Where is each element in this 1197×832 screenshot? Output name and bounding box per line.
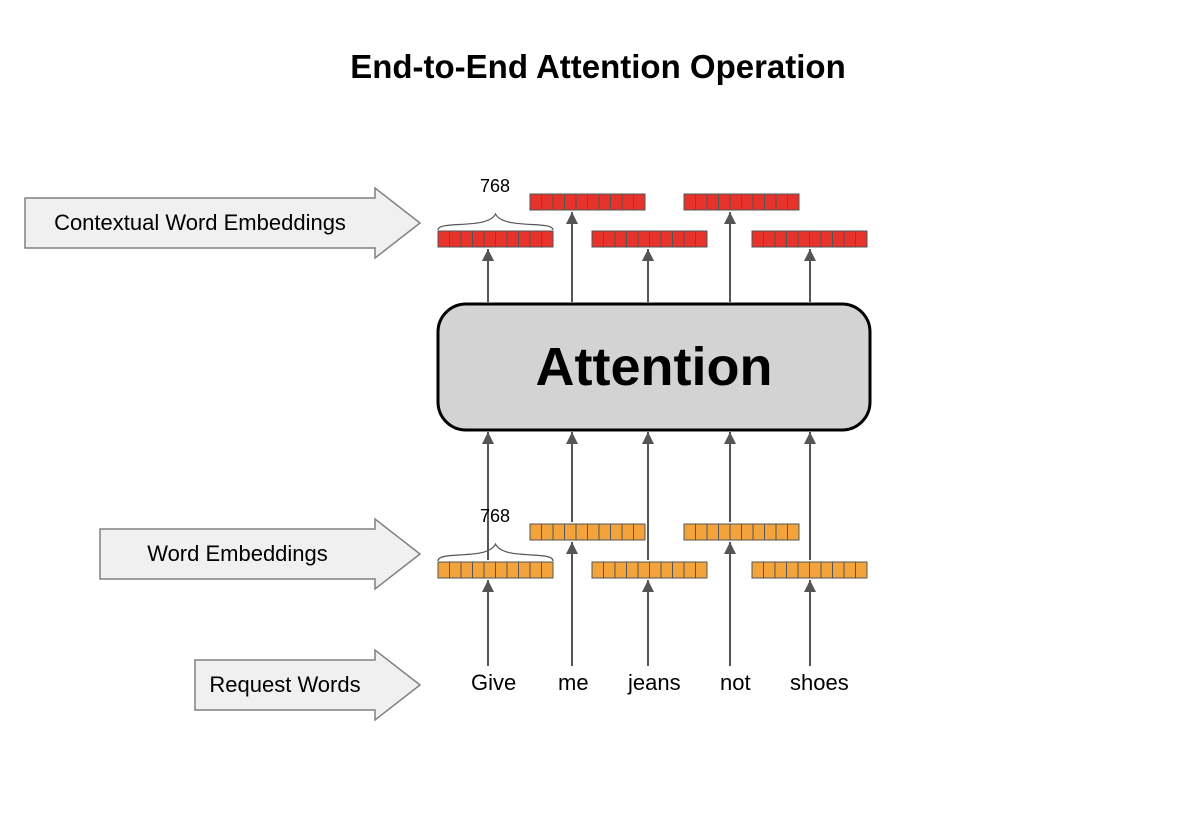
input-vector-lower-0 (438, 562, 553, 578)
contextual-label: Contextual Word Embeddings (25, 188, 420, 258)
page-title: End-to-End Attention Operation (350, 48, 846, 85)
output-vector-lower-2 (752, 231, 867, 247)
output-vector-lower-0 (438, 231, 553, 247)
input-vector-lower-1 (592, 562, 707, 578)
input-vector-upper-1 (684, 524, 799, 540)
request-word-4: shoes (790, 670, 849, 695)
input-vector-upper-0 (530, 524, 645, 540)
diagram-canvas: End-to-End Attention Operation Contextual… (0, 0, 1197, 832)
output-vector-upper-1 (684, 194, 799, 210)
request-words-label-text: Request Words (209, 672, 360, 697)
input-vector-lower-2 (752, 562, 867, 578)
word-embeddings-label-text: Word Embeddings (147, 541, 328, 566)
output-vector-upper-0 (530, 194, 645, 210)
request-word-3: not (720, 670, 751, 695)
attention-box-label: Attention (536, 337, 773, 397)
request-word-0: Give (471, 670, 516, 695)
contextual-label-text: Contextual Word Embeddings (54, 210, 346, 235)
word-embeddings-label: Word Embeddings (100, 519, 420, 589)
request-words-label: Request Words (195, 650, 420, 720)
output-vector-lower-1 (592, 231, 707, 247)
dim-label-text-0: 768 (480, 176, 510, 196)
attention-box: Attention (438, 304, 870, 430)
dim-label-text-1: 768 (480, 506, 510, 526)
request-word-2: jeans (627, 670, 681, 695)
request-word-1: me (558, 670, 589, 695)
